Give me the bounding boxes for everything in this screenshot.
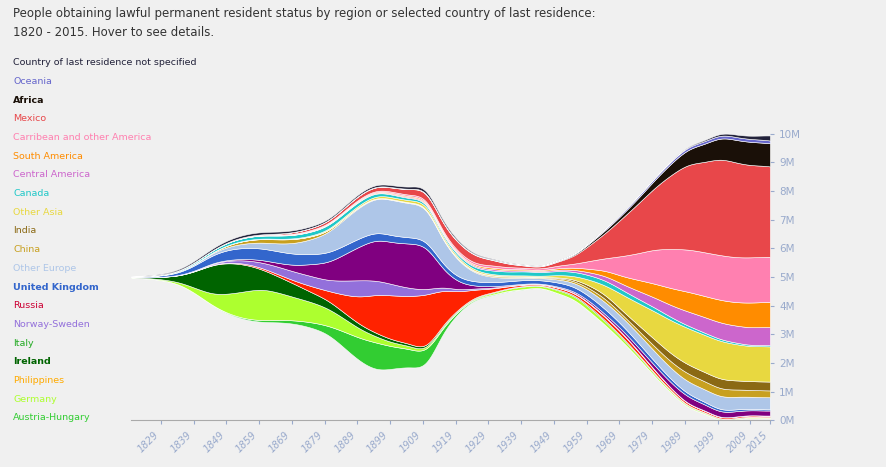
Text: Ireland: Ireland	[13, 357, 51, 366]
Text: India: India	[13, 226, 36, 235]
Text: Germany: Germany	[13, 395, 57, 403]
Text: Other Europe: Other Europe	[13, 264, 76, 273]
Text: Other Asia: Other Asia	[13, 208, 63, 217]
Text: 1820 - 2015. Hover to see details.: 1820 - 2015. Hover to see details.	[13, 26, 214, 39]
Text: Africa: Africa	[13, 96, 45, 105]
Text: Austria-Hungary: Austria-Hungary	[13, 413, 91, 422]
Text: Central America: Central America	[13, 170, 90, 179]
Text: Country of last residence not specified: Country of last residence not specified	[13, 58, 197, 67]
Text: China: China	[13, 245, 41, 254]
Text: Italy: Italy	[13, 339, 34, 347]
Text: Philippines: Philippines	[13, 376, 65, 385]
Text: Norway-Sweden: Norway-Sweden	[13, 320, 90, 329]
Text: United Kingdom: United Kingdom	[13, 283, 99, 291]
Text: People obtaining lawful permanent resident status by region or selected country : People obtaining lawful permanent reside…	[13, 7, 595, 20]
Text: Oceania: Oceania	[13, 77, 52, 86]
Text: Canada: Canada	[13, 189, 50, 198]
Text: Mexico: Mexico	[13, 114, 46, 123]
Text: Carribean and other America: Carribean and other America	[13, 133, 152, 142]
Text: Russia: Russia	[13, 301, 44, 310]
Text: South America: South America	[13, 152, 83, 161]
